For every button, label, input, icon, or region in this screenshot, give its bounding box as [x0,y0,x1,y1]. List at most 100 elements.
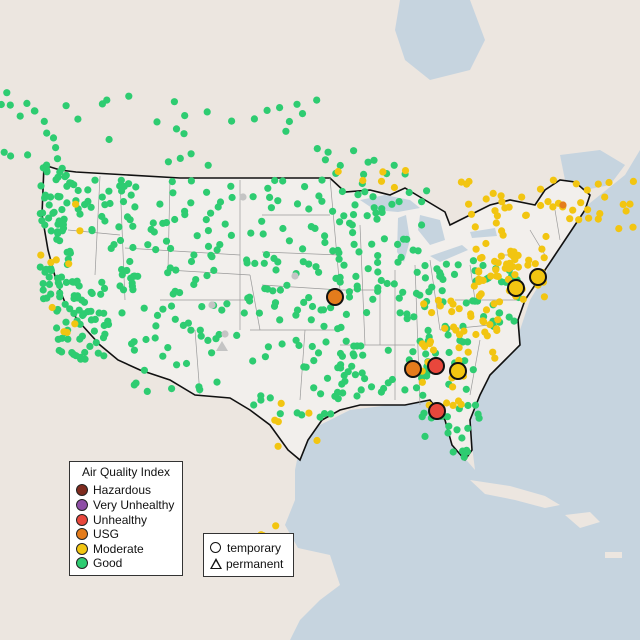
site-marker [337,361,345,369]
site-marker [98,212,106,221]
site-marker [250,401,258,409]
site-marker [340,261,348,269]
site-marker [492,266,500,274]
site-marker [487,272,495,280]
site-marker [335,249,343,257]
site-marker [98,278,106,286]
site-marker [357,342,365,350]
site-marker [126,257,134,266]
site-marker [100,352,108,360]
site-marker [274,442,282,450]
site-marker [203,188,211,196]
site-marker [218,306,226,314]
site-marker [596,210,604,218]
site-marker [247,229,255,237]
site-marker [180,130,188,138]
site-marker [455,344,463,352]
site-marker [460,327,468,335]
site-marker [128,282,136,290]
site-marker [149,219,157,227]
site-marker [47,193,55,201]
site-marker [422,350,430,358]
site-marker [164,269,172,277]
site-marker [84,308,92,316]
site-marker [251,259,259,267]
site-marker [491,354,499,362]
site-marker [91,315,99,323]
site-marker [159,305,167,313]
site-marker [395,294,403,302]
site-marker [436,302,444,310]
site-marker [310,357,318,365]
site-marker [493,326,501,335]
site-marker [168,178,176,186]
site-marker [88,226,96,234]
site-marker [377,276,385,285]
site-marker [344,368,352,376]
site-marker [363,309,371,317]
site-marker [492,219,500,227]
site-marker [615,225,623,233]
site-marker [577,199,585,207]
site-marker [132,379,140,387]
site-marker [383,279,391,288]
site-marker [227,182,235,190]
site-marker [540,254,548,262]
legend-swatch [76,484,88,496]
legend-label: temporary [227,540,282,555]
site-marker [86,342,94,350]
site-marker [266,394,274,402]
site-marker [276,410,284,418]
site-marker [418,378,426,386]
site-marker [233,331,241,339]
site-marker [462,385,470,393]
hispaniola [565,512,600,528]
site-marker [321,232,329,240]
site-marker [481,328,489,336]
site-marker [307,316,315,324]
legend-item-very-unhealthy: Very Unhealthy [76,498,174,512]
site-marker [313,145,321,153]
site-marker [162,219,171,227]
site-marker [7,152,15,160]
site-marker [91,176,99,184]
legend-item-hazardous: Hazardous [76,483,151,497]
triangle-icon [210,558,222,569]
site-marker [203,272,211,280]
site-marker [495,298,504,306]
site-marker [331,392,339,400]
aqi-site-markers [0,89,638,542]
site-marker [150,228,158,236]
site-marker [169,189,177,197]
site-marker [418,198,426,206]
site-marker [74,115,82,123]
site-marker [81,348,89,357]
site-marker [270,254,278,262]
site-marker [319,306,328,314]
site-marker [429,346,438,354]
site-marker [454,261,462,269]
site-marker [55,193,63,201]
site-marker [159,352,167,360]
site-marker [349,229,357,237]
site-marker [629,177,638,185]
site-marker [47,258,55,266]
site-marker [62,102,70,110]
site-marker [419,391,427,399]
site-marker [271,176,279,185]
site-marker [460,453,468,461]
site-marker [100,284,109,292]
permanent-site-marker [216,341,228,351]
site-marker [190,280,198,289]
site-marker [315,268,323,276]
site-marker [198,303,206,311]
site-marker [264,184,272,192]
site-marker [629,223,637,231]
site-marker [329,247,337,255]
site-marker [348,362,356,370]
site-marker [380,235,388,243]
puerto-rico [605,552,622,558]
site-marker [428,309,436,317]
site-marker [342,337,350,345]
site-marker [70,294,78,303]
